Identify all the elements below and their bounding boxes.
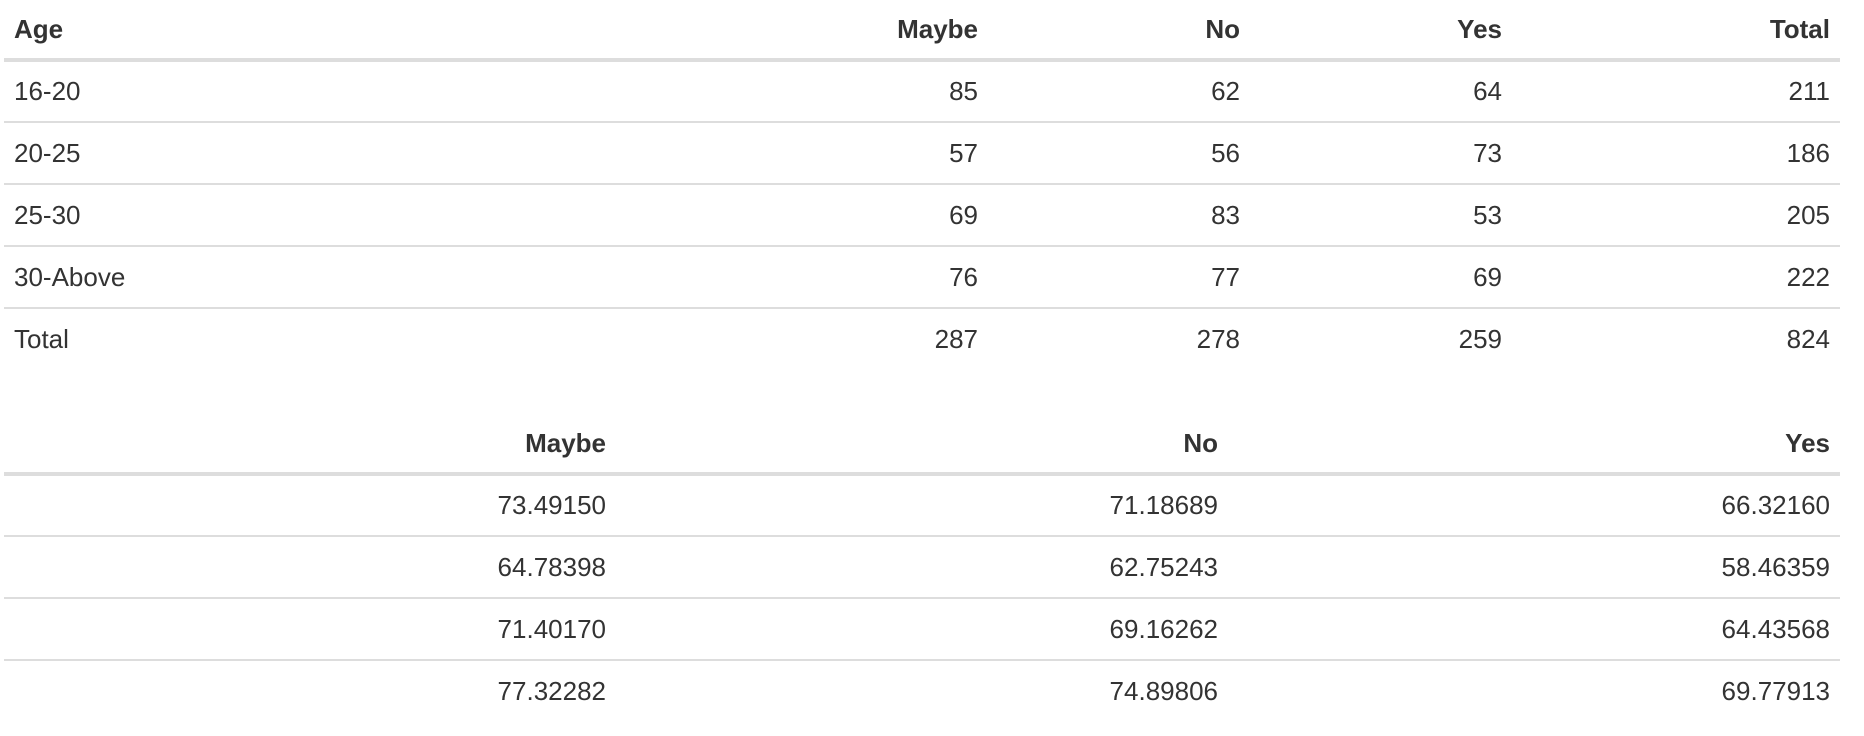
table-cell: 69.77913 bbox=[1228, 659, 1840, 722]
row-label: Total bbox=[4, 307, 604, 370]
table-row: 16-20 85 62 64 211 bbox=[4, 60, 1840, 122]
column-header-maybe: Maybe bbox=[604, 0, 988, 62]
table-row: 25-30 69 83 53 205 bbox=[4, 183, 1840, 246]
total-row: Total 287 278 259 824 bbox=[4, 307, 1840, 370]
table-cell: 69 bbox=[604, 183, 988, 246]
table-cell: 85 bbox=[949, 76, 978, 106]
table-cell: 57 bbox=[604, 121, 988, 184]
table-cell: 66.32160 bbox=[1721, 490, 1830, 520]
table-cell: 53 bbox=[1250, 183, 1512, 246]
column-header-no: No bbox=[616, 414, 1228, 476]
table-cell: 222 bbox=[1512, 245, 1840, 308]
table-cell: 77.32282 bbox=[4, 659, 616, 722]
table-row: 71.40170 69.16262 64.43568 bbox=[4, 597, 1840, 660]
table-cell: 71.18689 bbox=[1109, 490, 1218, 520]
table-cell: 62 bbox=[1211, 76, 1240, 106]
table-cell: 76 bbox=[604, 245, 988, 308]
crosstab-table: Age Maybe No Yes Total 16-20 85 62 64 21… bbox=[4, 0, 1840, 370]
table-cell: 824 bbox=[1512, 307, 1840, 370]
row-label: 20-25 bbox=[4, 121, 604, 184]
table-cell: 186 bbox=[1512, 121, 1840, 184]
column-header-no: No bbox=[988, 0, 1250, 62]
header-row: Maybe No Yes bbox=[4, 414, 1840, 476]
table-cell: 69 bbox=[1250, 245, 1512, 308]
table-row: 20-25 57 56 73 186 bbox=[4, 121, 1840, 184]
table-cell: 259 bbox=[1250, 307, 1512, 370]
table-cell: 83 bbox=[988, 183, 1250, 246]
table-row: 73.49150 71.18689 66.32160 bbox=[4, 474, 1840, 536]
table-cell: 64.43568 bbox=[1228, 597, 1840, 660]
row-label: 25-30 bbox=[4, 183, 604, 246]
expected-values-table: Maybe No Yes 73.49150 71.18689 66.32160 … bbox=[4, 414, 1840, 722]
column-header-yes: Yes bbox=[1228, 414, 1840, 476]
table-cell: 64.78398 bbox=[4, 535, 616, 598]
table-cell: 62.75243 bbox=[616, 535, 1228, 598]
table-row: 77.32282 74.89806 69.77913 bbox=[4, 659, 1840, 722]
table-cell: 73.49150 bbox=[497, 490, 606, 520]
table-row: 64.78398 62.75243 58.46359 bbox=[4, 535, 1840, 598]
column-header-yes: Yes bbox=[1250, 0, 1512, 62]
table-row: 30-Above 76 77 69 222 bbox=[4, 245, 1840, 308]
table-cell: 58.46359 bbox=[1228, 535, 1840, 598]
column-header-maybe: Maybe bbox=[4, 414, 616, 476]
table-cell: 287 bbox=[604, 307, 988, 370]
table-cell: 74.89806 bbox=[616, 659, 1228, 722]
table-cell: 64 bbox=[1473, 76, 1502, 106]
header-row: Age Maybe No Yes Total bbox=[4, 0, 1840, 62]
column-header-total: Total bbox=[1512, 0, 1840, 62]
table-cell: 71.40170 bbox=[4, 597, 616, 660]
column-header-age: Age bbox=[4, 0, 604, 62]
row-label: 30-Above bbox=[4, 245, 604, 308]
table-cell: 77 bbox=[988, 245, 1250, 308]
table-cell: 211 bbox=[1788, 76, 1830, 106]
table-cell: 205 bbox=[1512, 183, 1840, 246]
table-cell: 56 bbox=[988, 121, 1250, 184]
table-cell: 73 bbox=[1250, 121, 1512, 184]
table-cell: 278 bbox=[988, 307, 1250, 370]
row-label: 16-20 bbox=[14, 76, 81, 106]
table-cell: 69.16262 bbox=[616, 597, 1228, 660]
